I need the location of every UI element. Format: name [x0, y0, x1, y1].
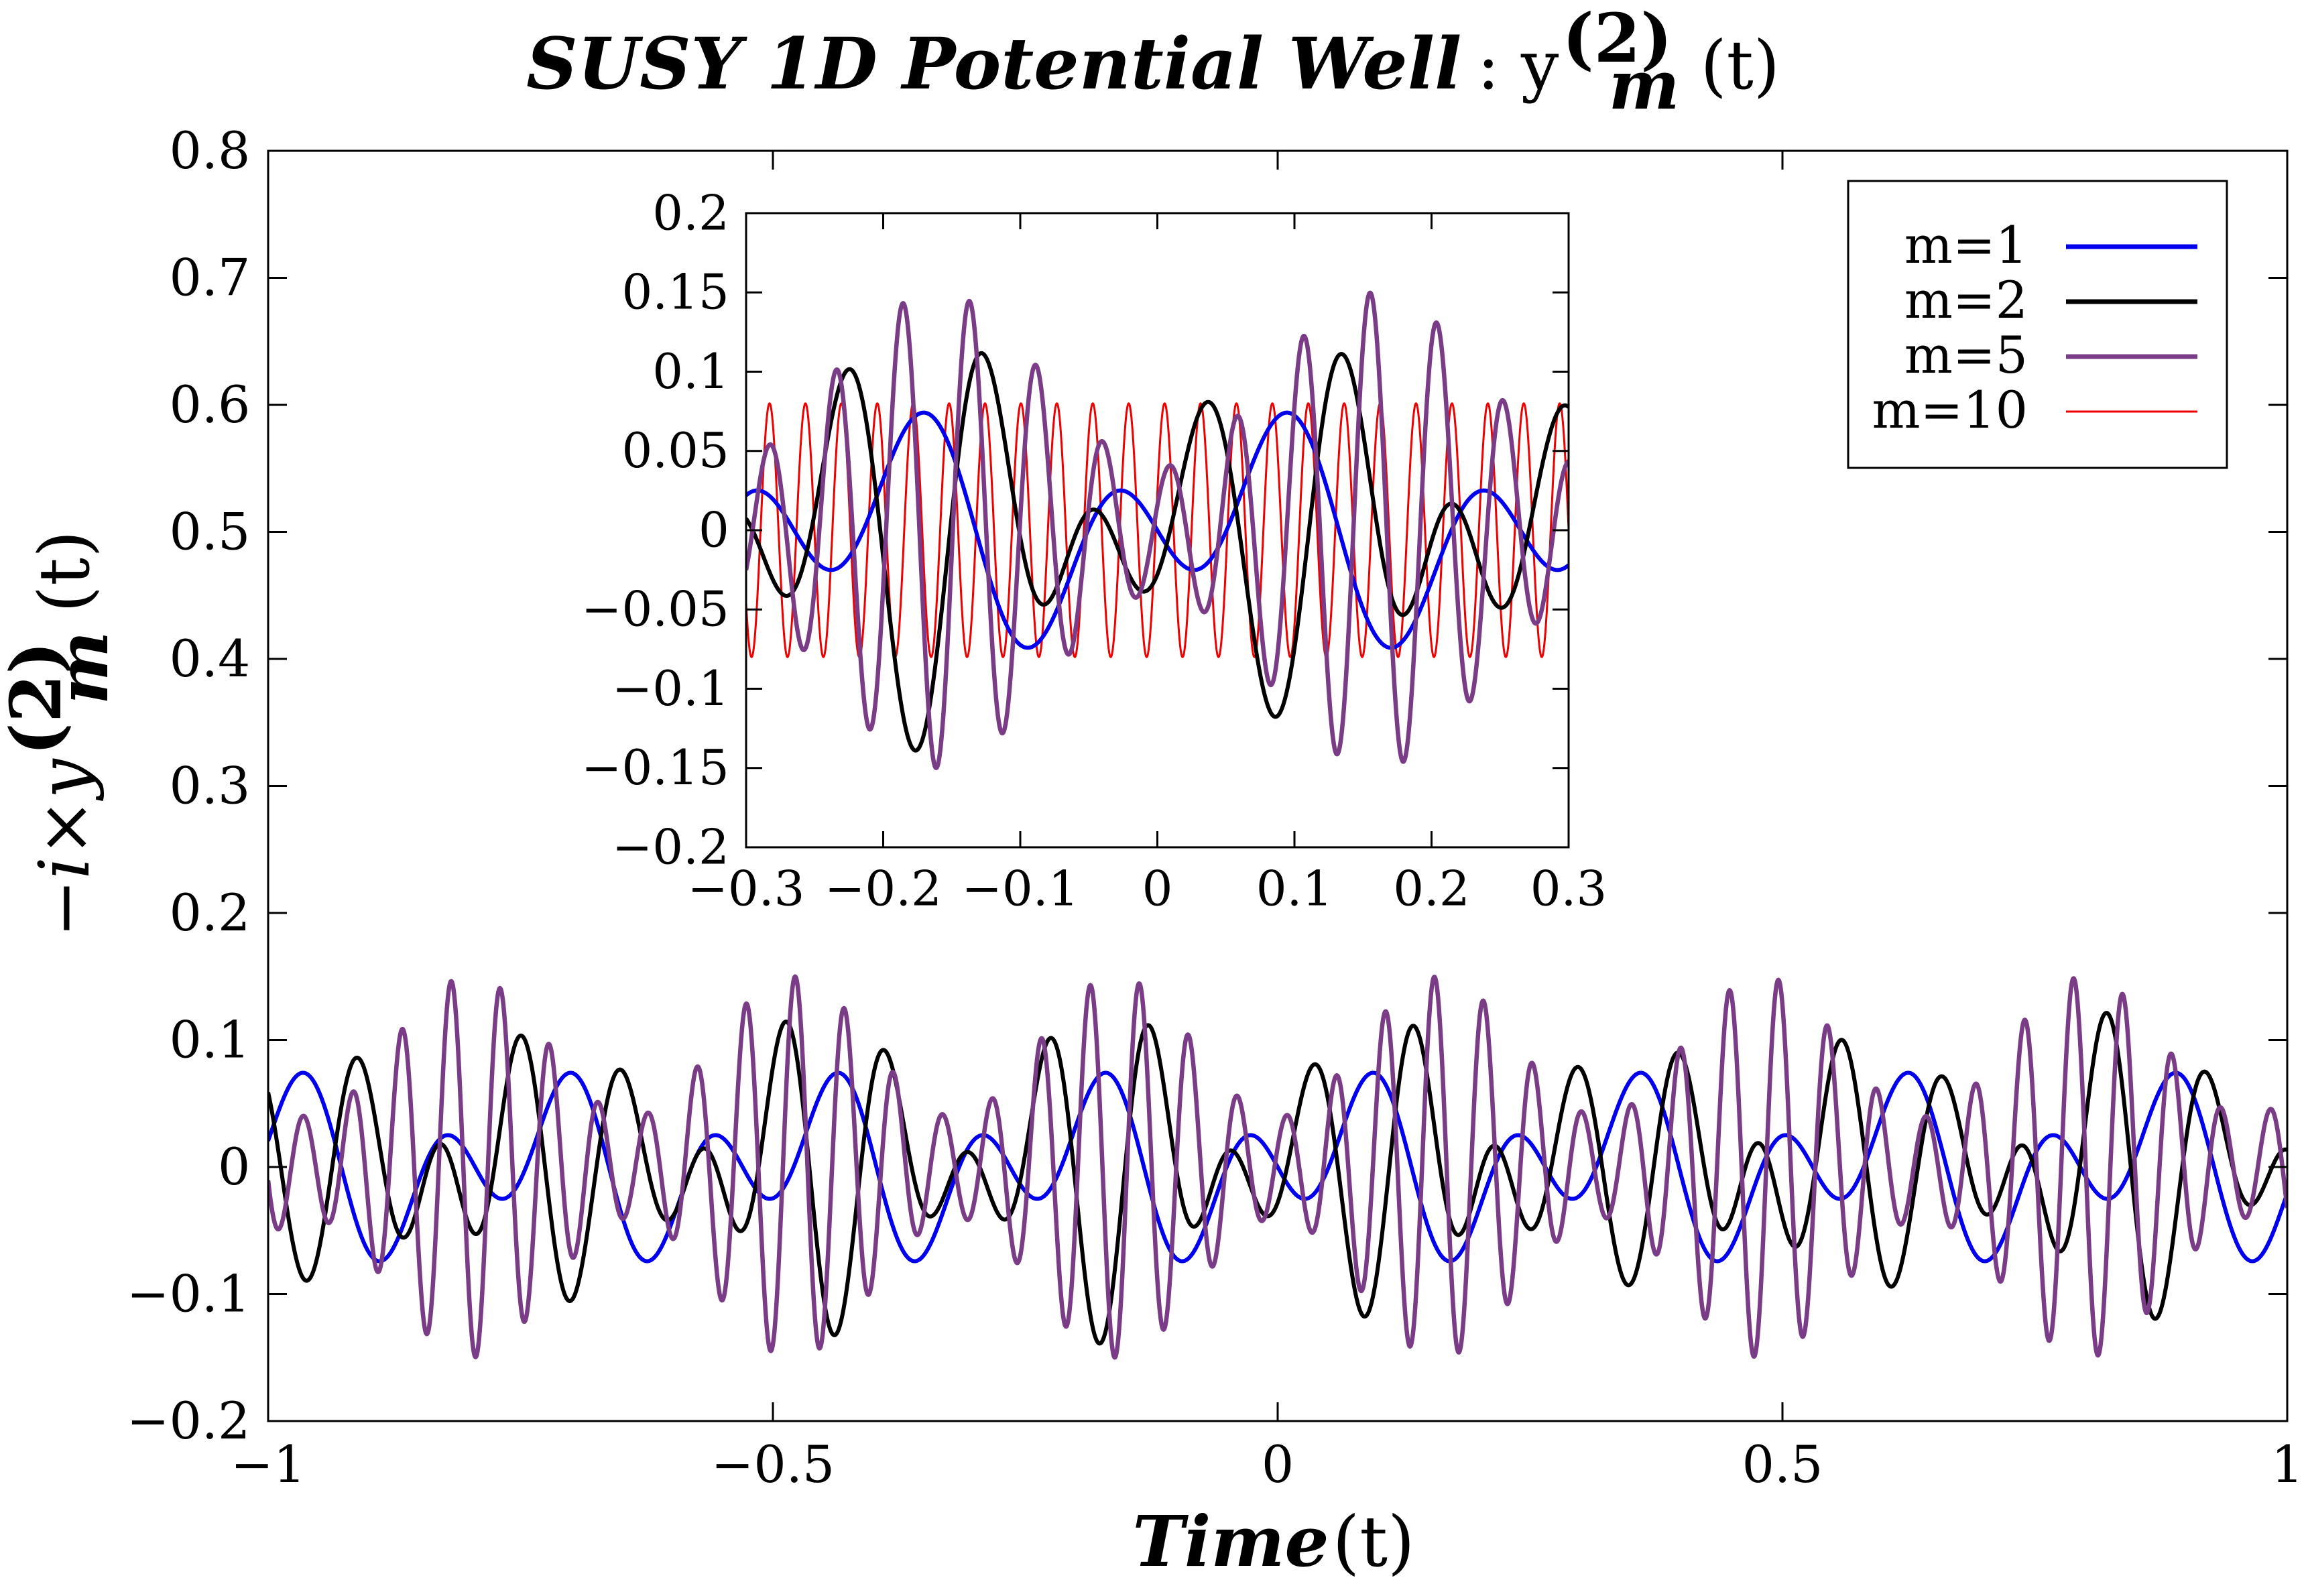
main-x-tick-label: −0.5: [711, 1434, 835, 1494]
inset-x-tick-label: 0: [1142, 860, 1173, 916]
x-axis-label: Time (t): [1132, 1500, 1414, 1583]
main-x-tick-labels: −1 −0.5 0 0.5 1: [231, 1434, 2303, 1494]
main-series-m5: [268, 974, 2287, 1360]
main-y-tick-label: 0.4: [170, 629, 251, 688]
legend-label: m=5: [1904, 325, 2028, 385]
main-y-tick-label: 0: [218, 1137, 250, 1196]
legend-label: m=2: [1904, 270, 2028, 330]
legend: m=1m=2m=5m=10: [1847, 180, 2228, 469]
main-x-tick-label: 0.5: [1742, 1434, 1823, 1494]
main-x-tick-label: 0: [1262, 1434, 1294, 1494]
chart-title-superscript: (2): [1562, 0, 1672, 78]
chart-title-suffix: : y: [1477, 26, 1559, 105]
main-y-tick-label: 0.3: [170, 755, 251, 815]
inset-x-tick-label: 0.2: [1393, 860, 1470, 916]
inset-x-tick-label: 0.3: [1530, 860, 1607, 916]
main-y-tick-label: −0.1: [127, 1264, 251, 1323]
inset-series-m5: [746, 290, 1569, 770]
y-axis-label-superscript: (2): [0, 641, 77, 756]
inset-y-tick-label: 0: [699, 501, 729, 558]
x-axis-label-suffix: (t): [1333, 1501, 1415, 1583]
legend-box: [1847, 180, 2228, 469]
main-series-group: [268, 974, 2287, 1360]
inset-y-tick-label: −0.2: [612, 818, 729, 875]
legend-entries: m=1m=2m=5m=10: [1872, 215, 2197, 440]
legend-label: m=1: [1904, 215, 2028, 275]
chart-title-subscript: m: [1609, 46, 1680, 125]
inset-y-tick-labels: −0.2 −0.15 −0.1 −0.05 0 0.05 0.1 0.15 0.2: [581, 184, 729, 875]
chart-title-main: SUSY 1D Potential Well: [526, 21, 1461, 105]
inset-y-tick-label: 0.1: [652, 343, 729, 400]
main-ticks: [267, 149, 2289, 1422]
main-x-tick-label: −1: [231, 1434, 306, 1494]
main-plot: −1 −0.5 0 0.5 1 −0.2 −0.1 0 0.1 0.2 0.3 0.4 0.5 0.6 0…: [127, 121, 2303, 1494]
inset-ticks: [745, 212, 1570, 849]
x-axis-label-main: Time: [1132, 1500, 1329, 1583]
main-series-m1: [268, 1070, 2287, 1264]
inset-plot: −0.3 −0.2 −0.1 0 0.1 0.2 0.3 −0.2−0.15−0.1−0.0…: [581, 184, 1607, 916]
inset-y-tick-label: −0.05: [581, 581, 729, 637]
inset-y-tick-label: −0.1: [612, 660, 729, 717]
main-series-m2: [268, 1011, 2287, 1346]
chart-title: SUSY 1D Potential Well : y (2) m (t): [526, 0, 1780, 125]
inset-x-tick-label: −0.2: [825, 860, 942, 916]
main-y-tick-label: 0.2: [170, 883, 251, 942]
y-axis-label-subscript: m: [42, 631, 124, 704]
inset-y-tick-label: 0.15: [621, 264, 729, 320]
y-axis-label: −i×y (2) m (t): [0, 530, 124, 937]
main-y-tick-label: 0.1: [170, 1009, 251, 1069]
main-y-tick-labels: −0.2 −0.1 0 0.1 0.2 0.3 0.4 0.5 0.6 0.7 0.8: [127, 121, 251, 1451]
inset-series-m10: [746, 402, 1569, 658]
inset-y-tick-label: 0.05: [621, 422, 729, 479]
main-y-tick-label: −0.2: [127, 1391, 251, 1451]
inset-x-tick-labels: −0.3 −0.2 −0.1 0 0.1 0.2 0.3: [688, 860, 1607, 916]
main-x-tick-label: 1: [2271, 1434, 2303, 1494]
inset-x-tick-label: −0.3: [688, 860, 805, 916]
inset-x-tick-label: −0.1: [962, 860, 1079, 916]
inset-series-m1: [746, 410, 1569, 650]
inset-x-tick-label: 0.1: [1256, 860, 1333, 916]
y-axis-label-tail: (t): [23, 530, 105, 613]
main-y-tick-label: 0.8: [170, 121, 251, 180]
inset-y-tick-label: −0.15: [581, 739, 729, 796]
inset-series-group: [746, 290, 1569, 770]
main-y-tick-label: 0.7: [170, 247, 251, 307]
main-y-tick-label: 0.6: [170, 375, 251, 434]
main-y-tick-label: 0.5: [170, 501, 251, 561]
chart-title-tail: (t): [1701, 26, 1780, 105]
y-axis-label-prefix: −i×y: [23, 758, 105, 938]
inset-y-tick-label: 0.2: [652, 184, 729, 241]
legend-label: m=10: [1872, 380, 2028, 440]
